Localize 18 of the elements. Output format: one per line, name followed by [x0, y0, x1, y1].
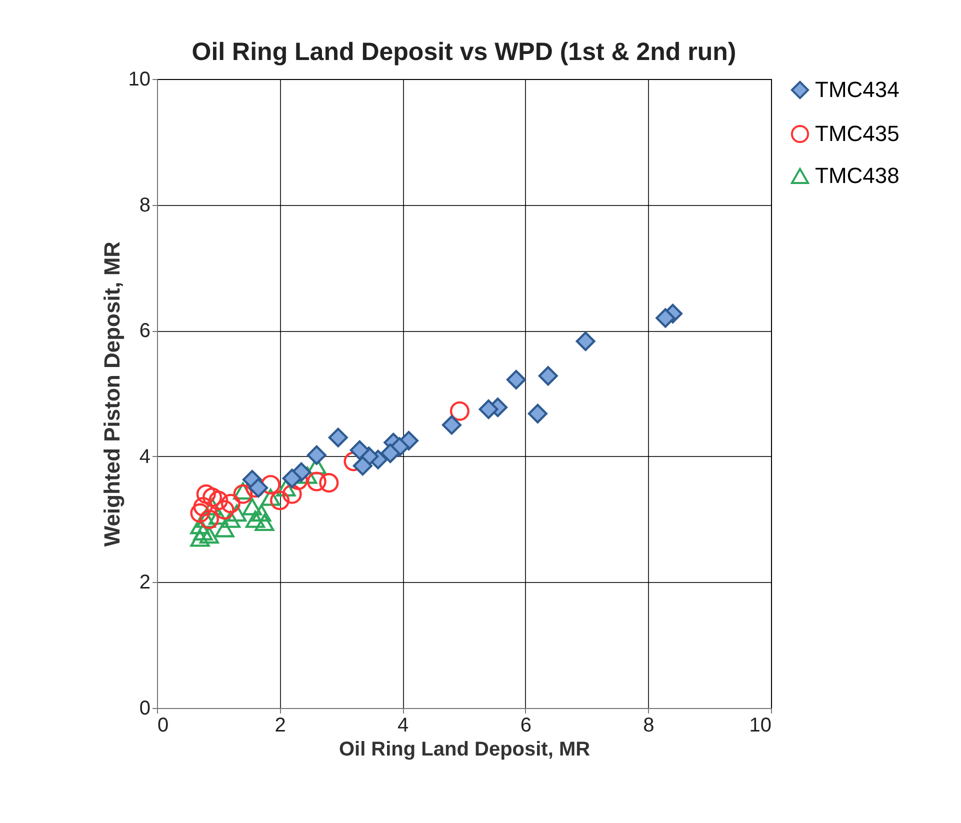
y-tick-label: 0: [139, 698, 150, 720]
y-tick-label: 8: [139, 194, 150, 216]
y-tick-label: 4: [139, 446, 150, 468]
x-tick-label: 2: [274, 714, 286, 736]
chart-title: Oil Ring Land Deposit vs WPD (1st & 2nd run): [192, 38, 736, 66]
x-tick-label: 8: [643, 714, 654, 736]
x-tick-label: 10: [749, 714, 772, 736]
x-tick-label: 6: [520, 714, 532, 736]
y-tick-label: 6: [139, 320, 150, 342]
x-tick-label: 4: [398, 714, 409, 736]
y-tick-label: 2: [139, 572, 150, 594]
x-tick-label: 0: [158, 714, 169, 736]
y-tick-label: 10: [128, 68, 150, 90]
legend-label: TMC435: [815, 121, 900, 146]
y-axis-title: Weighted Piston Deposit, MR: [99, 241, 124, 547]
x-axis-title: Oil Ring Land Deposit, MR: [338, 738, 591, 760]
legend-label: TMC434: [815, 77, 900, 102]
legend-label: TMC438: [815, 163, 900, 188]
